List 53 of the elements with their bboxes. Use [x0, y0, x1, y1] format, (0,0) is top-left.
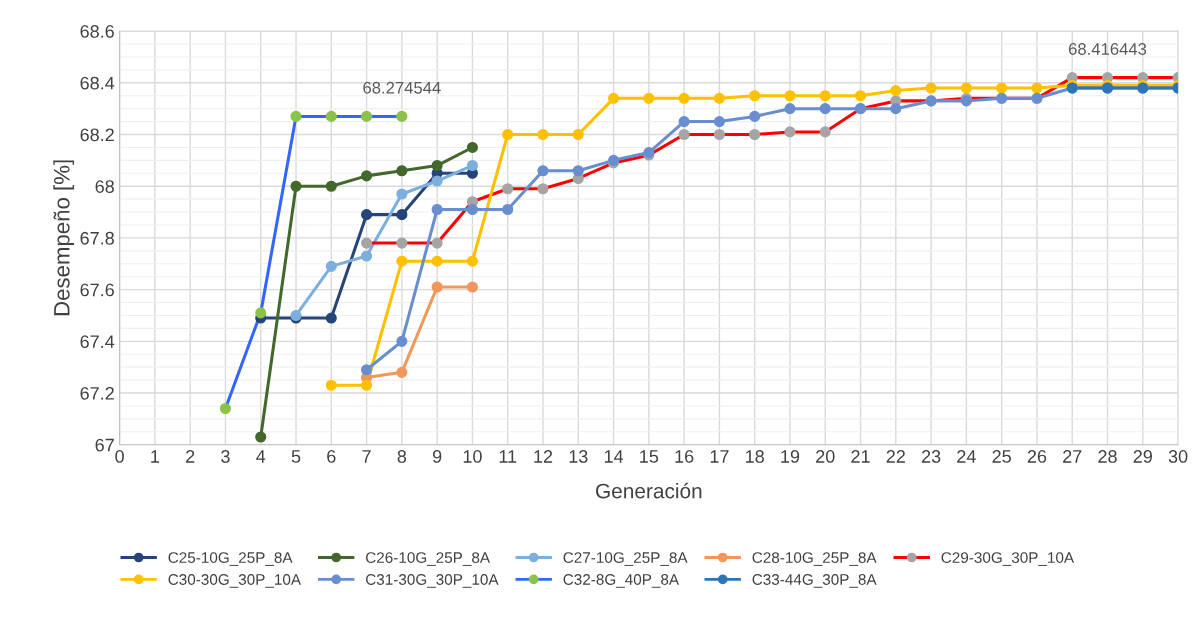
x-tick-label: 25 [992, 450, 1011, 463]
legend-label: C25-10G_25P_8A [168, 552, 293, 566]
x-tick-label: 9 [432, 450, 442, 463]
x-tick-label: 23 [921, 450, 941, 463]
legend-label: C32-8G_40P_8A [563, 574, 680, 588]
x-tick-label: 26 [1027, 450, 1047, 463]
y-tick-label: 67 [95, 438, 114, 452]
x-tick-label: 10 [463, 450, 482, 463]
x-tick-label: 3 [221, 450, 230, 463]
annotation: 68.416443 [1068, 43, 1147, 55]
y-tick-label: 67.6 [80, 283, 114, 297]
y-tick-label: 68.6 [80, 25, 114, 38]
legend-label: C33-44G_30P_8A [752, 574, 877, 588]
y-tick-label: 67.2 [80, 386, 114, 400]
x-tick-label: 20 [816, 450, 835, 463]
x-tick-label: 13 [569, 450, 588, 463]
x-tick-label: 12 [534, 450, 553, 463]
legend-label: C31-30G_30P_10A [366, 574, 499, 588]
y-axis-title: Desempeño [%] [53, 160, 75, 316]
x-tick-label: 4 [256, 450, 266, 463]
x-tick-label: 18 [746, 450, 764, 463]
x-tick-label: 7 [362, 450, 371, 463]
y-tick-label: 68.4 [80, 76, 115, 90]
x-tick-label: 11 [499, 450, 517, 463]
legend-label: C30-30G_30P_10A [168, 574, 302, 588]
y-tick-label: 68 [95, 180, 114, 193]
x-tick-label: 16 [675, 450, 694, 463]
x-axis-title: Generación [596, 482, 702, 499]
legend-label: C27-10G_25P_8A [563, 552, 688, 566]
annotation: 68.274544 [363, 81, 441, 94]
x-tick-label: 6 [327, 450, 336, 463]
legend-label: C28-10G_25P_8A [752, 552, 877, 566]
x-tick-label: 24 [957, 450, 976, 463]
x-tick-label: 0 [115, 450, 124, 463]
x-tick-label: 8 [397, 450, 407, 463]
x-tick-label: 19 [781, 450, 800, 463]
legend-label: C29-30G_30P_10A [941, 552, 1075, 566]
x-tick-label: 15 [640, 450, 659, 463]
x-tick-label: 1 [151, 450, 160, 463]
x-tick-label: 21 [851, 450, 870, 463]
x-tick-label: 5 [291, 450, 301, 463]
x-tick-label: 22 [886, 450, 905, 463]
x-tick-label: 2 [186, 450, 195, 463]
x-tick-label: 29 [1133, 450, 1152, 463]
x-tick-label: 28 [1098, 450, 1117, 463]
y-tick-label: 67.4 [80, 335, 115, 349]
x-tick-label: 27 [1063, 450, 1082, 463]
y-tick-label: 67.8 [80, 231, 114, 245]
x-tick-label: 17 [710, 450, 729, 463]
y-tick-label: 68.2 [80, 128, 114, 142]
x-tick-label: 14 [604, 450, 624, 463]
legend-label: C26-10G_25P_8A [366, 552, 491, 566]
x-tick-label: 30 [1168, 450, 1188, 463]
